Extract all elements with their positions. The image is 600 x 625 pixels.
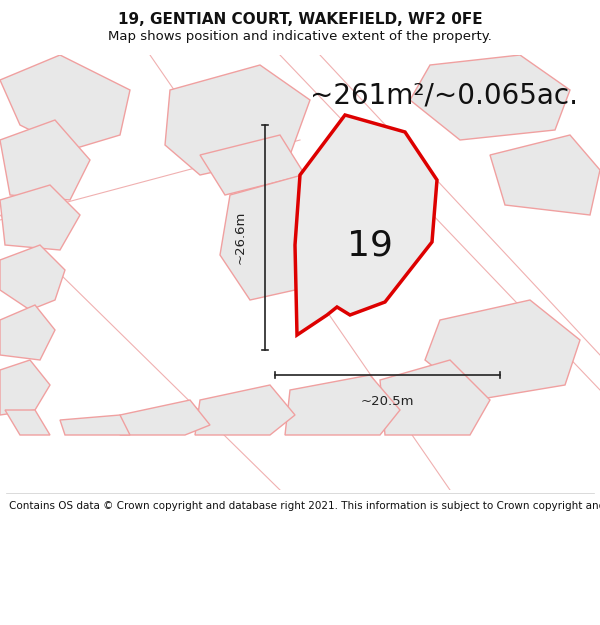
Polygon shape (5, 410, 50, 435)
Text: ~20.5m: ~20.5m (360, 395, 414, 408)
Text: Map shows position and indicative extent of the property.: Map shows position and indicative extent… (108, 30, 492, 43)
Polygon shape (490, 135, 600, 215)
Text: 19: 19 (347, 228, 393, 262)
Polygon shape (195, 385, 295, 435)
Polygon shape (380, 360, 490, 435)
Text: 19, GENTIAN COURT, WAKEFIELD, WF2 0FE: 19, GENTIAN COURT, WAKEFIELD, WF2 0FE (118, 12, 482, 27)
Polygon shape (60, 415, 130, 435)
Polygon shape (0, 55, 130, 150)
Polygon shape (0, 305, 55, 360)
Polygon shape (0, 185, 80, 250)
Text: ~26.6m: ~26.6m (234, 210, 247, 264)
Polygon shape (220, 170, 370, 300)
Polygon shape (0, 245, 65, 310)
Polygon shape (120, 400, 210, 435)
Text: ~261m²/~0.065ac.: ~261m²/~0.065ac. (310, 82, 578, 110)
Polygon shape (0, 360, 50, 415)
Polygon shape (295, 115, 437, 335)
Polygon shape (0, 120, 90, 200)
Polygon shape (425, 300, 580, 400)
Polygon shape (410, 55, 570, 140)
Polygon shape (200, 135, 305, 195)
Text: Contains OS data © Crown copyright and database right 2021. This information is : Contains OS data © Crown copyright and d… (9, 501, 600, 511)
Polygon shape (165, 65, 310, 175)
Polygon shape (285, 375, 400, 435)
